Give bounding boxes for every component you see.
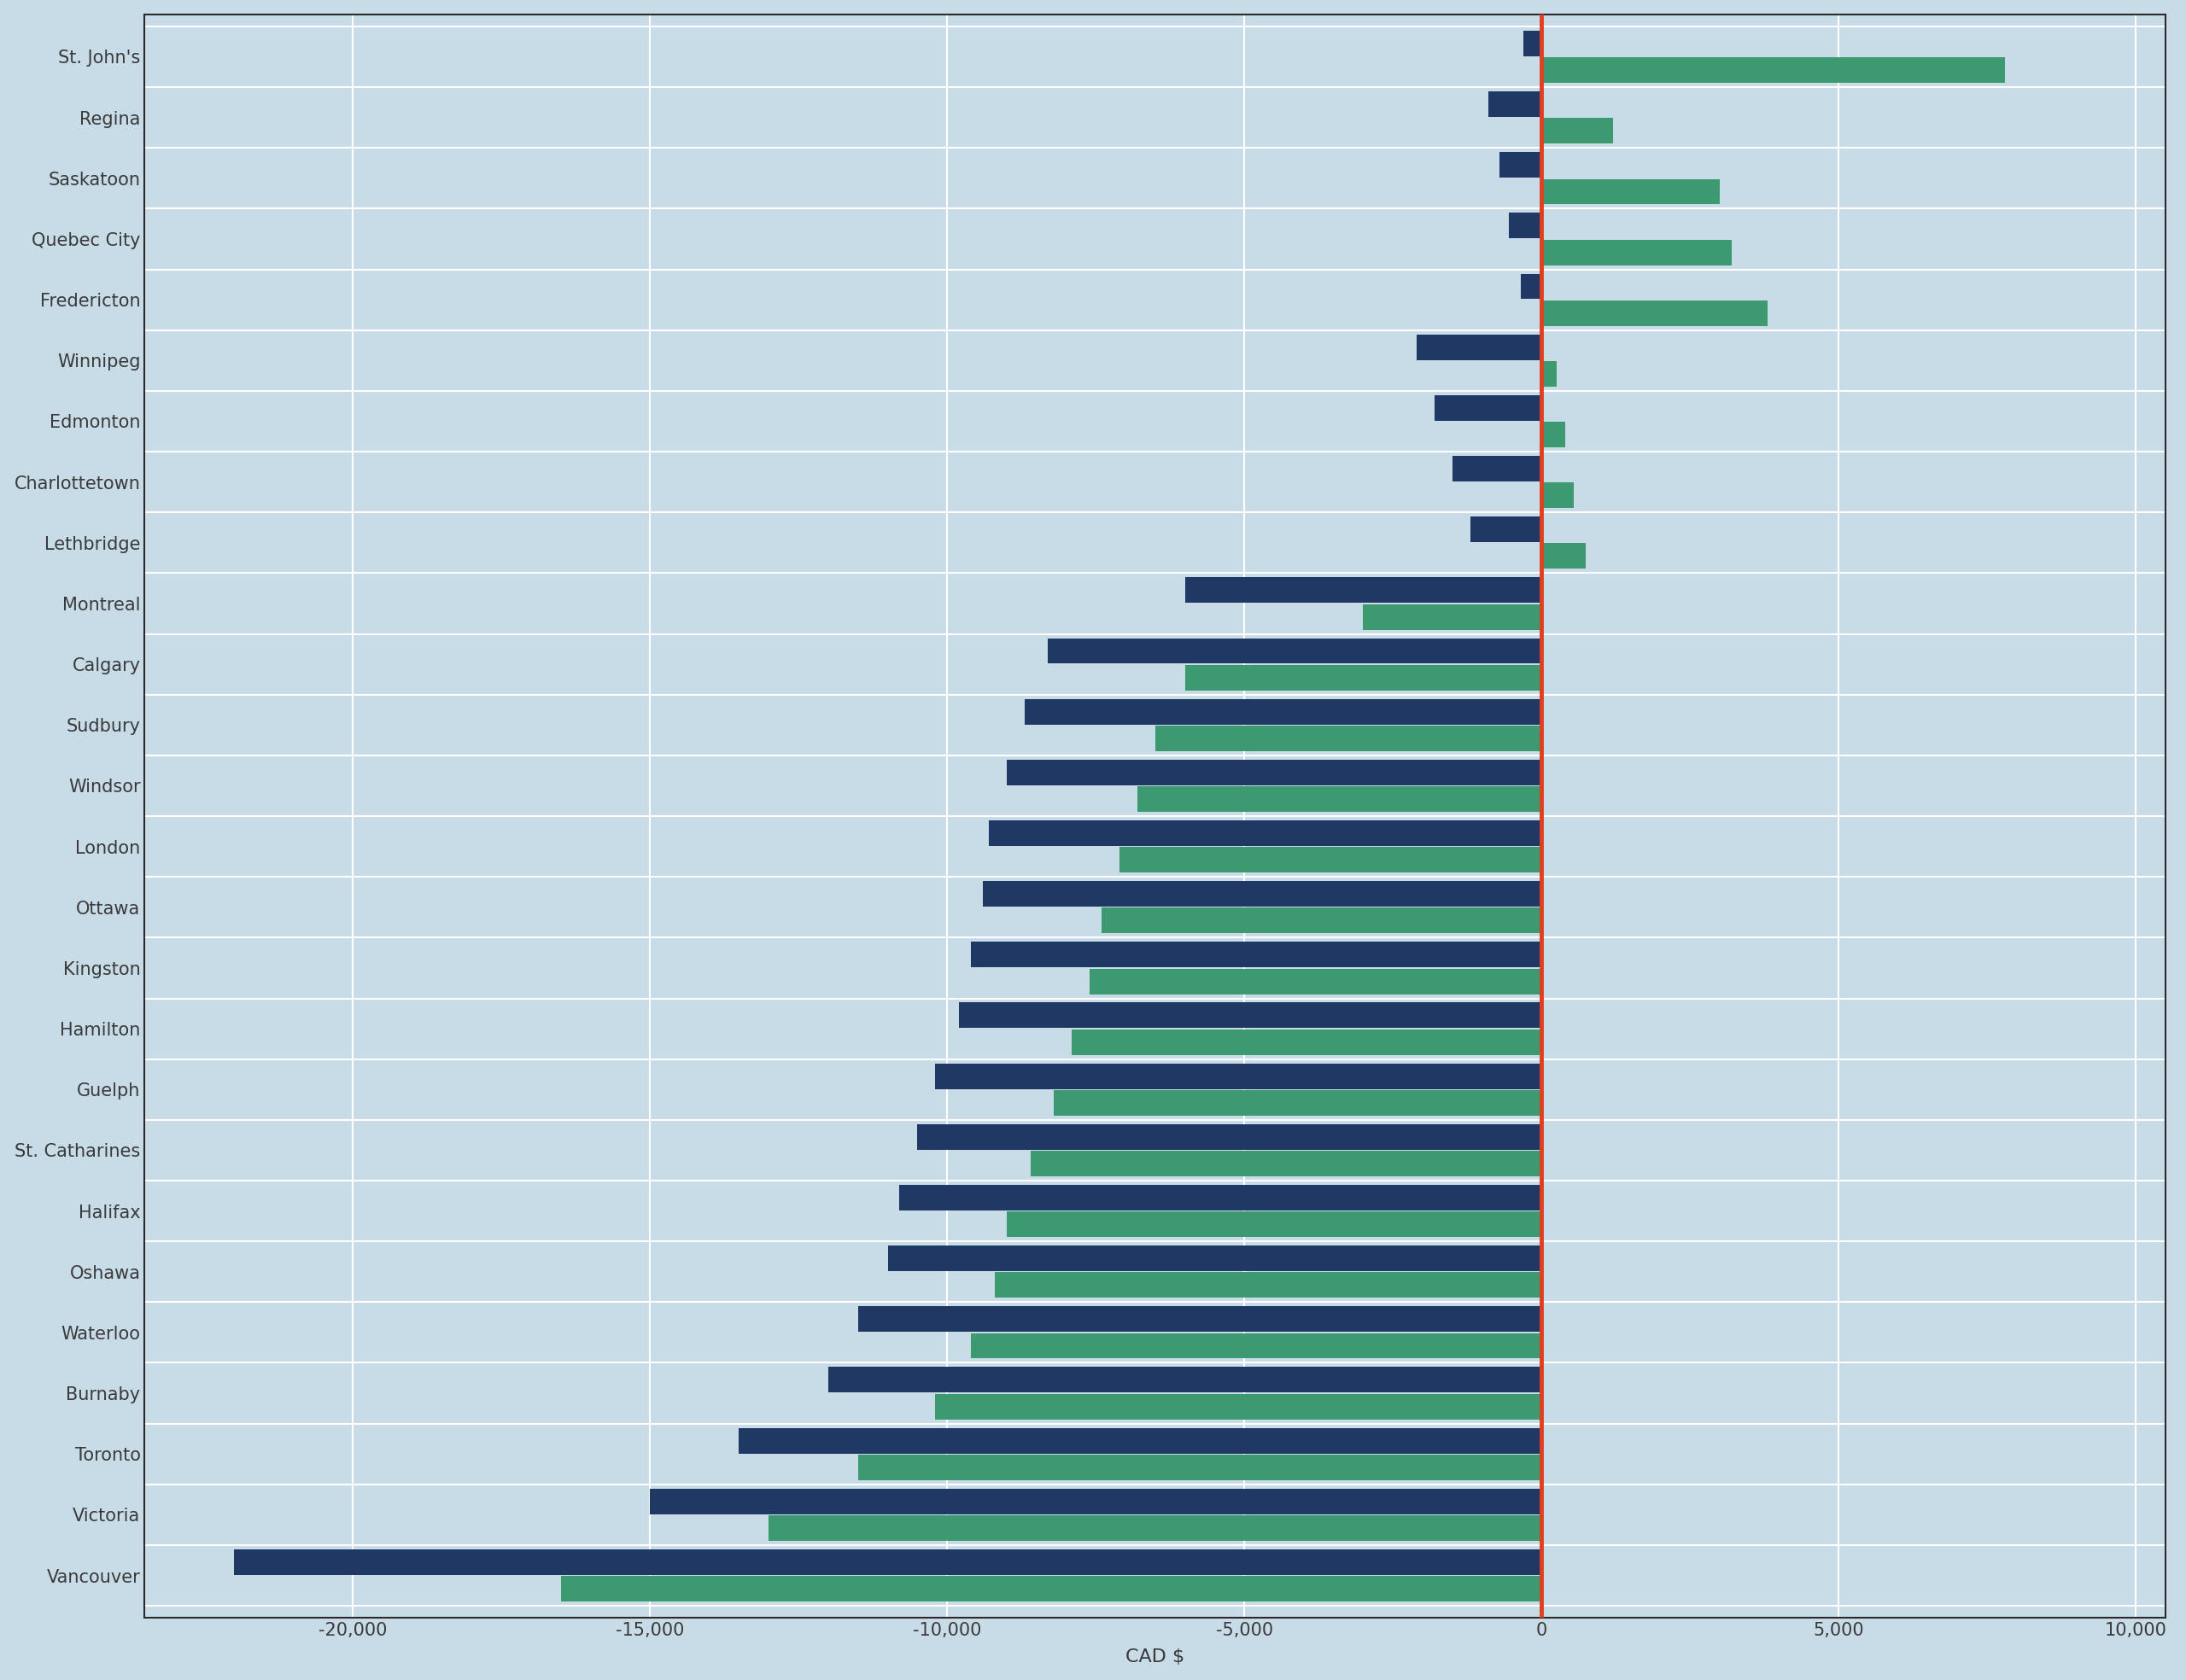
Bar bbox=[1541, 57, 2005, 82]
Bar bbox=[857, 1307, 1541, 1332]
Bar bbox=[1541, 422, 1565, 447]
Bar bbox=[1541, 543, 1587, 570]
Bar bbox=[1500, 153, 1541, 178]
Bar bbox=[649, 1488, 1541, 1514]
Bar bbox=[888, 1245, 1541, 1272]
Bar bbox=[898, 1184, 1541, 1210]
Bar bbox=[1185, 665, 1541, 690]
Bar bbox=[971, 942, 1541, 968]
Bar bbox=[1025, 699, 1541, 724]
Bar bbox=[739, 1428, 1541, 1453]
Bar bbox=[1541, 118, 1613, 143]
Bar bbox=[1137, 786, 1541, 811]
Bar bbox=[1047, 638, 1541, 664]
Bar bbox=[1006, 759, 1541, 785]
Bar bbox=[1054, 1090, 1541, 1116]
Bar bbox=[1541, 240, 1731, 265]
Bar bbox=[234, 1549, 1541, 1574]
Bar bbox=[936, 1063, 1541, 1089]
Bar bbox=[1471, 517, 1541, 543]
Bar bbox=[988, 820, 1541, 845]
Bar bbox=[960, 1003, 1541, 1028]
Bar bbox=[995, 1272, 1541, 1299]
Bar bbox=[918, 1124, 1541, 1149]
Bar bbox=[1541, 361, 1556, 386]
Bar bbox=[1508, 213, 1541, 239]
Bar bbox=[1091, 969, 1541, 995]
Bar bbox=[984, 880, 1541, 907]
Bar bbox=[1006, 1211, 1541, 1236]
Bar bbox=[1541, 301, 1766, 326]
Bar bbox=[1541, 482, 1574, 507]
Bar bbox=[1521, 274, 1541, 299]
Bar bbox=[1154, 726, 1541, 751]
Bar bbox=[769, 1515, 1541, 1541]
Bar bbox=[1364, 605, 1541, 630]
Bar bbox=[1102, 907, 1541, 934]
Bar bbox=[1524, 30, 1541, 55]
Bar bbox=[1489, 91, 1541, 118]
X-axis label: CAD $: CAD $ bbox=[1126, 1648, 1185, 1667]
Bar bbox=[1541, 178, 1720, 205]
Bar bbox=[562, 1576, 1541, 1601]
Bar bbox=[828, 1368, 1541, 1393]
Bar bbox=[1119, 847, 1541, 872]
Bar bbox=[1030, 1151, 1541, 1176]
Bar bbox=[1417, 334, 1541, 360]
Bar bbox=[1452, 455, 1541, 482]
Bar bbox=[1071, 1030, 1541, 1055]
Bar bbox=[1185, 578, 1541, 603]
Bar bbox=[857, 1455, 1541, 1480]
Bar bbox=[971, 1334, 1541, 1359]
Bar bbox=[936, 1394, 1541, 1420]
Bar bbox=[1434, 395, 1541, 420]
